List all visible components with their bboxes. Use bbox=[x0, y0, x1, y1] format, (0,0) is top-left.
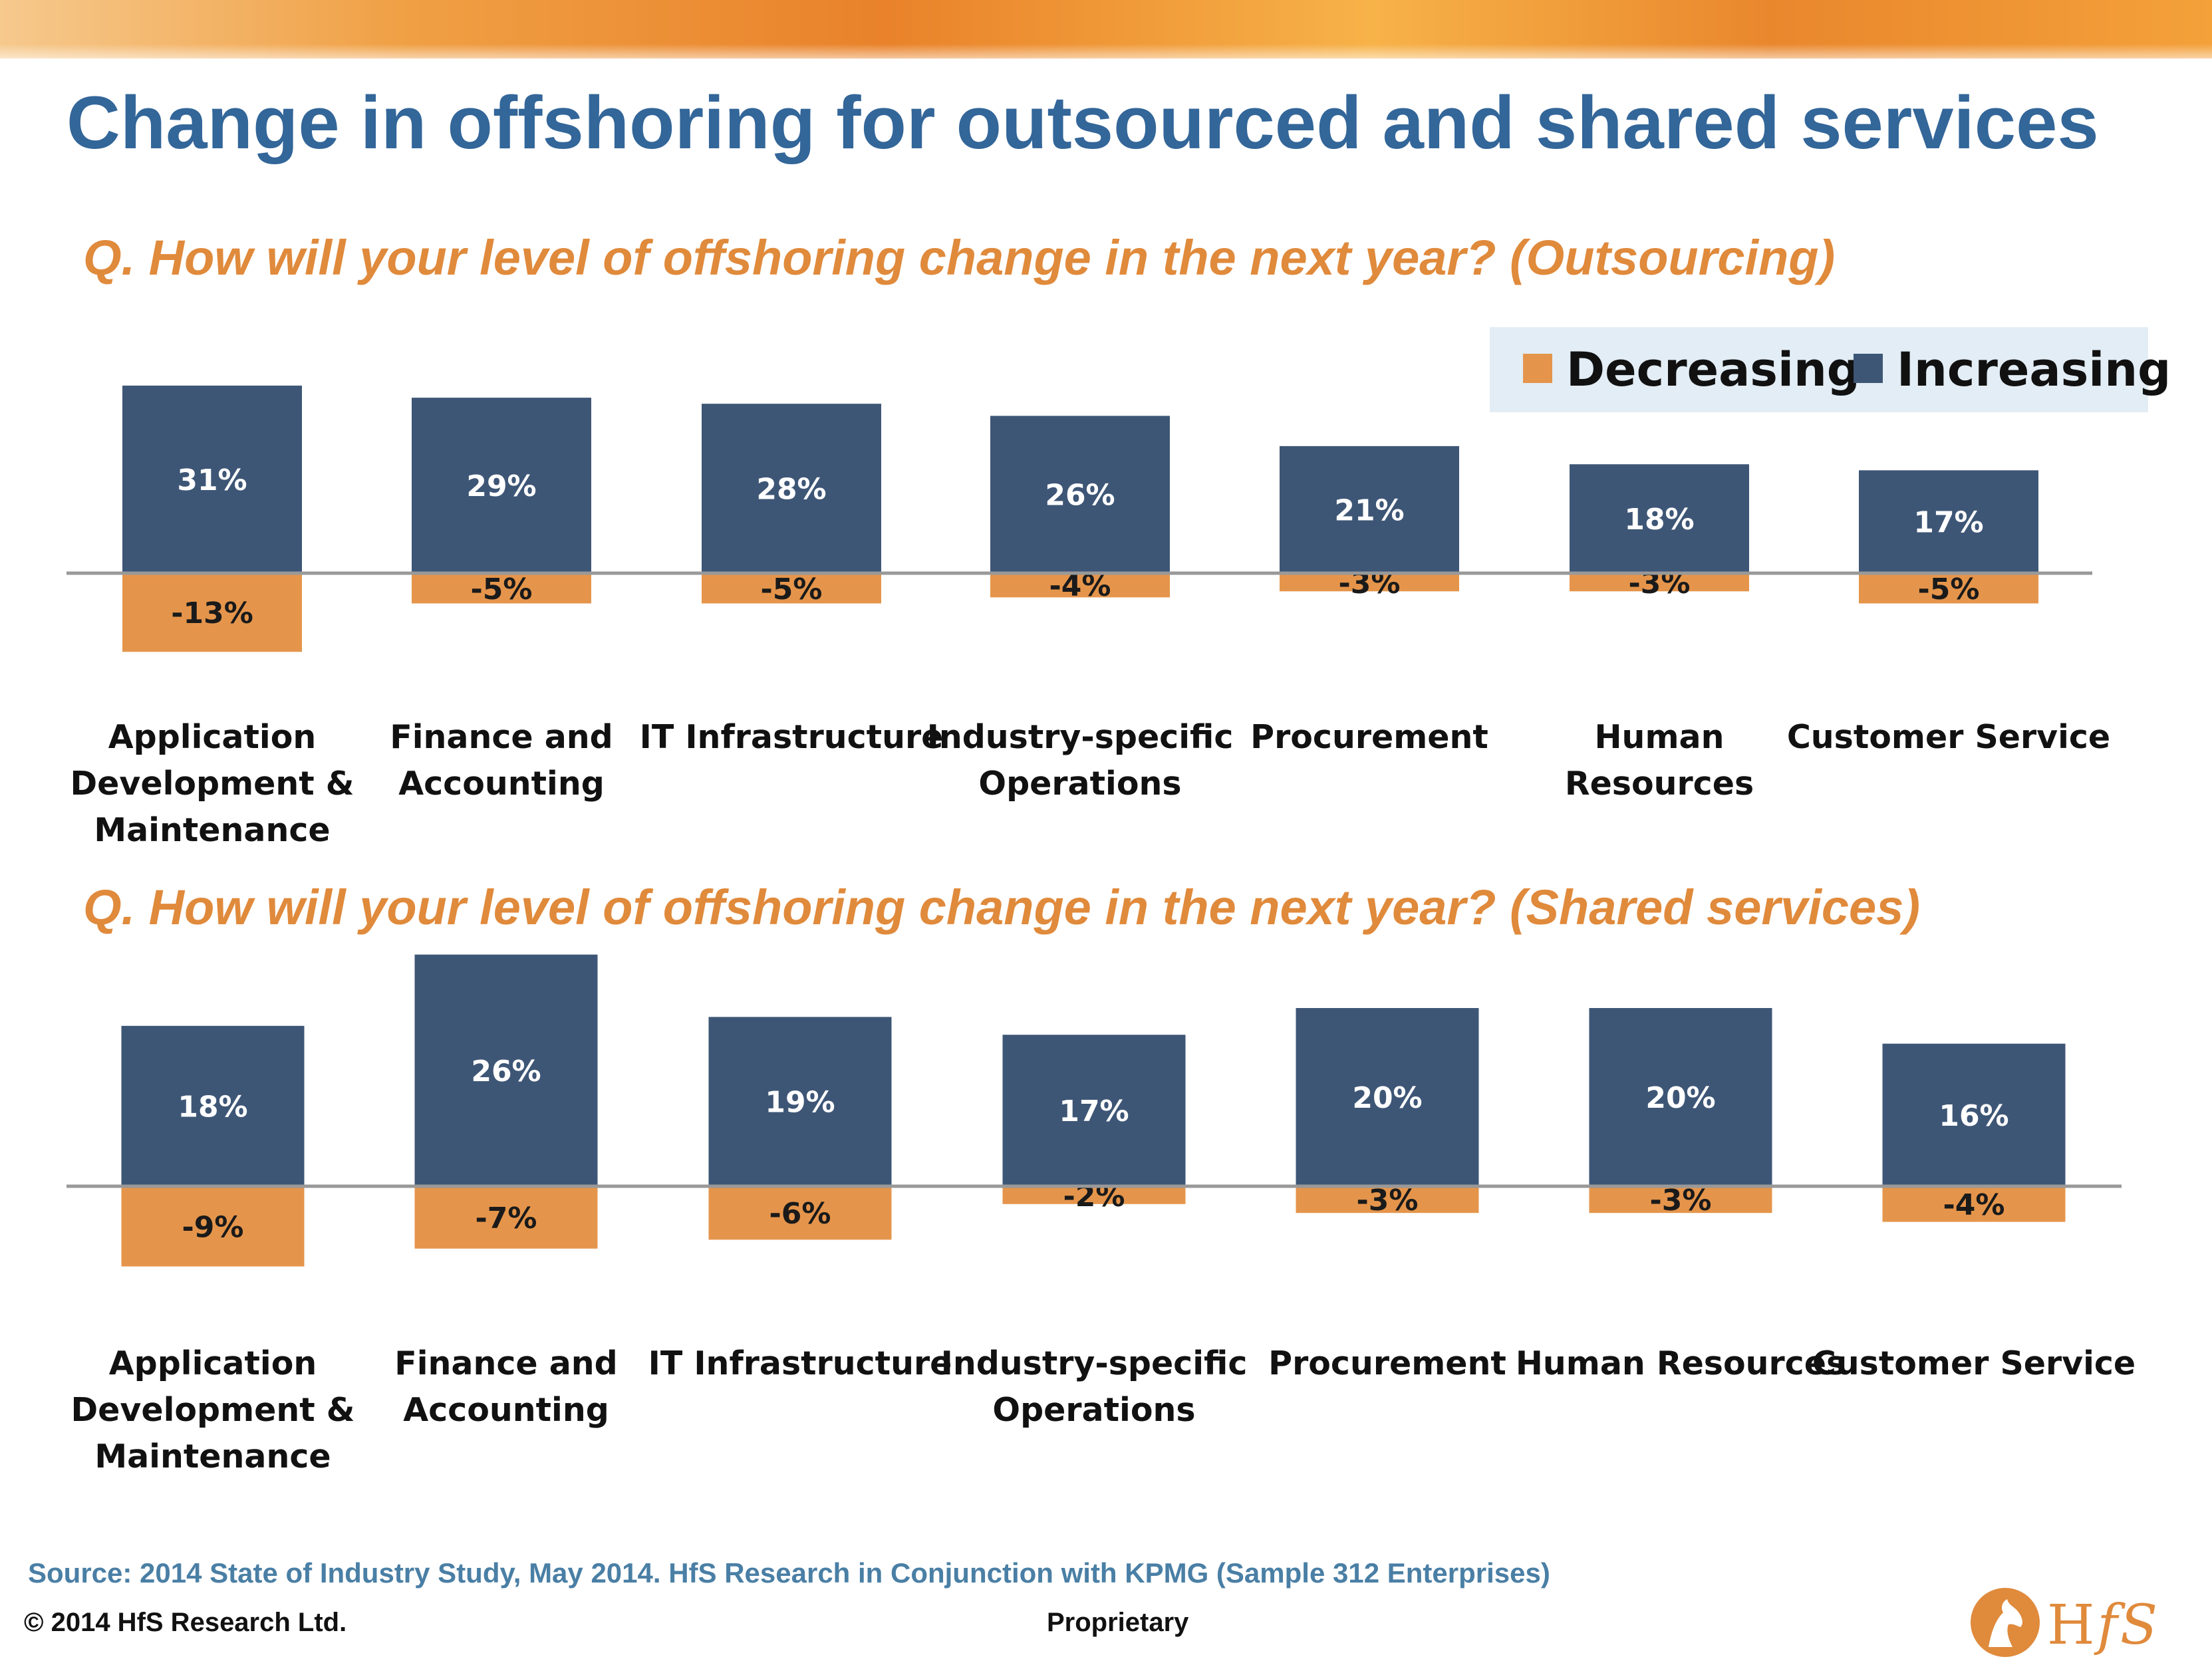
outsourcing-label-increasing: 17% bbox=[1913, 506, 1983, 540]
shared-label-decreasing: -3% bbox=[1357, 1184, 1419, 1217]
outsourcing-category-label: IT Infrastructure bbox=[640, 718, 944, 756]
hfs-logo: HfS bbox=[1969, 1586, 2195, 1659]
shared-category-label: Industry-specific Operations bbox=[941, 1344, 1248, 1429]
page-title: Change in offshoring for outsourced and … bbox=[67, 81, 2099, 164]
shared-bar-increasing bbox=[414, 954, 598, 1186]
shared-label-decreasing: -7% bbox=[476, 1202, 537, 1235]
outsourcing-bar-increasing bbox=[990, 416, 1170, 573]
shared-bar-increasing bbox=[1882, 1043, 2066, 1186]
legend: Decreasing Increasing bbox=[1490, 327, 2171, 412]
outsourcing-bar-increasing bbox=[412, 398, 591, 573]
shared-bar-increasing bbox=[1589, 1008, 1772, 1186]
shared-bar-decreasing bbox=[1296, 1186, 1479, 1213]
proprietary-label: Proprietary bbox=[1047, 1608, 1189, 1637]
outsourcing-bar-decreasing bbox=[1859, 573, 2038, 604]
shared-label-decreasing: -6% bbox=[769, 1197, 831, 1231]
outsourcing-bar-decreasing bbox=[1280, 573, 1459, 592]
shared-bar-increasing bbox=[1002, 1035, 1186, 1186]
shared-bar-increasing bbox=[121, 1025, 305, 1186]
legend-label-decreasing: Decreasing bbox=[1566, 342, 1860, 397]
outsourcing-category-label: Customer Service bbox=[1787, 718, 2110, 756]
shared-bar-decreasing bbox=[414, 1186, 598, 1249]
shared-label-increasing: 16% bbox=[1939, 1099, 2008, 1133]
shared-label-increasing: 20% bbox=[1645, 1081, 1715, 1115]
shared-label-increasing: 19% bbox=[765, 1086, 835, 1120]
shared-label-decreasing: -3% bbox=[1650, 1184, 1712, 1217]
legend-background bbox=[1490, 327, 2148, 412]
shared-bar-increasing bbox=[1296, 1008, 1479, 1186]
legend-swatch-decreasing bbox=[1523, 354, 1552, 383]
shared-bars bbox=[121, 954, 2066, 1267]
shared-category-label: Application Development & Maintenance bbox=[70, 1344, 354, 1475]
header-band bbox=[0, 0, 2212, 59]
outsourcing-bar-decreasing bbox=[122, 573, 302, 652]
copyright: © 2014 HfS Research Ltd. bbox=[24, 1608, 347, 1637]
outsourcing-label-increasing: 18% bbox=[1624, 503, 1694, 537]
shared-label-decreasing: -4% bbox=[1943, 1188, 2005, 1222]
legend-swatch-increasing bbox=[1854, 354, 1883, 383]
shared-category-label: IT Infrastructure bbox=[648, 1344, 952, 1382]
legend-label-increasing: Increasing bbox=[1897, 342, 2171, 397]
shared-category-label: Procurement bbox=[1268, 1344, 1506, 1382]
shared-label-increasing: 17% bbox=[1059, 1094, 1129, 1128]
logo-letter-h: H bbox=[2047, 1594, 2098, 1657]
logo-letter-f: f bbox=[2097, 1594, 2120, 1657]
outsourcing-label-decreasing: -5% bbox=[761, 573, 823, 606]
horse-head-icon bbox=[1971, 1588, 2040, 1657]
shared-label-decreasing: -9% bbox=[182, 1210, 244, 1244]
outsourcing-label-decreasing: -5% bbox=[471, 573, 533, 606]
outsourcing-label-increasing: 31% bbox=[177, 463, 247, 497]
shared-label-increasing: 18% bbox=[178, 1090, 247, 1124]
shared-bar-decreasing bbox=[121, 1186, 305, 1267]
shared-category-label: Human Resources bbox=[1516, 1344, 1846, 1382]
outsourcing-category-label: Procurement bbox=[1250, 718, 1488, 756]
shared-label-increasing: 26% bbox=[471, 1055, 541, 1088]
outsourcing-bar-decreasing bbox=[412, 573, 591, 604]
shared-bar-increasing bbox=[708, 1017, 892, 1186]
shared-label-increasing: 20% bbox=[1352, 1081, 1422, 1115]
shared-bar-decreasing bbox=[708, 1186, 892, 1240]
logo-letter-s: S bbox=[2120, 1594, 2161, 1657]
logo-text: HfS bbox=[2047, 1594, 2160, 1657]
outsourcing-category-label: Human Resources bbox=[1565, 718, 1754, 803]
outsourcing-category-label: Application Development & Maintenance bbox=[70, 718, 354, 849]
outsourcing-bar-decreasing bbox=[990, 573, 1170, 598]
outsourcing-question: Q. How will your level of offshoring cha… bbox=[83, 230, 1836, 285]
source-note: Source: 2014 State of Industry Study, Ma… bbox=[28, 1557, 1550, 1589]
outsourcing-label-decreasing: -4% bbox=[1049, 569, 1111, 603]
shared-bar-decreasing bbox=[1002, 1186, 1186, 1204]
outsourcing-chart: Decreasing Increasing 31% -13% Application… bbox=[67, 327, 2171, 849]
outsourcing-bar-increasing bbox=[1859, 470, 2038, 573]
outsourcing-label-increasing: 26% bbox=[1045, 479, 1115, 513]
outsourcing-label-decreasing: -13% bbox=[171, 596, 253, 630]
shared-services-chart: 18% -9% Application Development & Maintenanc… bbox=[67, 954, 2136, 1475]
outsourcing-category-label: Finance and Accounting bbox=[390, 718, 613, 803]
outsourcing-bar-increasing bbox=[1570, 464, 1749, 573]
shared-category-label: Finance and Accounting bbox=[394, 1344, 617, 1429]
shared-services-question: Q. How will your level of offshoring cha… bbox=[83, 880, 1920, 935]
shared-category-label: Customer Service bbox=[1812, 1344, 2136, 1382]
shared-bar-decreasing bbox=[1589, 1186, 1772, 1213]
outsourcing-bar-increasing bbox=[702, 404, 881, 573]
outsourcing-category-label: Industry-specific Operations bbox=[927, 718, 1234, 803]
shared-bar-decreasing bbox=[1882, 1186, 2066, 1222]
outsourcing-bar-increasing bbox=[1280, 446, 1459, 573]
outsourcing-bar-decreasing bbox=[702, 573, 881, 604]
outsourcing-bar-increasing bbox=[122, 385, 302, 573]
outsourcing-label-decreasing: -5% bbox=[1918, 573, 1980, 606]
outsourcing-label-increasing: 29% bbox=[466, 469, 536, 503]
outsourcing-bar-decreasing bbox=[1570, 573, 1749, 592]
outsourcing-bars bbox=[122, 385, 2038, 652]
outsourcing-label-increasing: 28% bbox=[756, 473, 826, 507]
outsourcing-label-increasing: 21% bbox=[1334, 493, 1404, 527]
